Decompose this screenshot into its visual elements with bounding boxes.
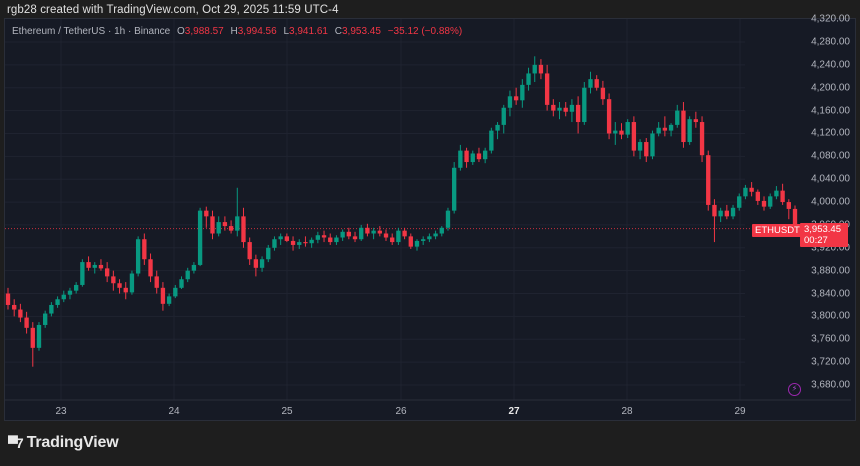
price-axis-label: 3,680.00 <box>811 379 850 391</box>
time-axis-label: 25 <box>281 406 293 417</box>
price-axis-label: 3,840.00 <box>811 288 850 300</box>
tradingview-brand: ▀7 TradingView <box>8 434 119 452</box>
time-axis-label: 26 <box>395 406 407 417</box>
price-axis-label: 3,720.00 <box>811 356 850 368</box>
legend-high-value: 3,994.56 <box>237 26 277 37</box>
lightning-icon[interactable]: ⚡ <box>788 383 801 396</box>
price-axis-label: 4,080.00 <box>811 150 850 162</box>
legend-open-value: 3,988.57 <box>184 26 224 37</box>
price-axis-label: 4,040.00 <box>811 173 850 185</box>
price-axis-label: 4,000.00 <box>811 196 850 208</box>
legend-high-label: H <box>230 26 238 37</box>
legend-low-label: L <box>283 26 290 37</box>
legend-open-label: O <box>177 26 185 37</box>
price-axis-label: 4,240.00 <box>811 59 850 71</box>
legend-change: −35.12 (−0.88%) <box>387 26 463 37</box>
bar-countdown: 00:27 <box>804 235 828 246</box>
price-axis-label: 4,200.00 <box>811 82 850 94</box>
time-axis-label: 29 <box>734 406 746 417</box>
price-axis-label: 4,160.00 <box>811 105 850 117</box>
price-axis-label: 4,280.00 <box>811 36 850 48</box>
time-axis-label: 24 <box>168 406 180 417</box>
chart-credit: rgb28 created with TradingView.com, Oct … <box>7 4 339 16</box>
time-axis-label: 28 <box>621 406 633 417</box>
symbol-price-tag: ETHUSDT <box>752 224 803 237</box>
brand-name: TradingView <box>26 434 119 451</box>
time-axis-label: 27 <box>508 406 520 417</box>
legend-close-value: 3,953.45 <box>341 26 381 37</box>
price-axis-label: 4,120.00 <box>811 127 850 139</box>
price-axis-label: 3,880.00 <box>811 265 850 277</box>
legend-low-value: 3,941.61 <box>289 26 328 37</box>
legend-symbol[interactable]: Ethereum / TetherUS · 1h · Binance <box>12 26 171 37</box>
last-price-tag: 3,953.45 00:27 <box>800 223 848 247</box>
ohlc-legend: Ethereum / TetherUS · 1h · Binance O3,98… <box>12 26 462 37</box>
tradingview-logo-icon: ▀7 <box>8 435 24 451</box>
last-price-value: 3,953.45 <box>804 224 841 235</box>
price-axis-label: 4,320.00 <box>811 13 850 25</box>
price-axis-label: 3,800.00 <box>811 310 850 322</box>
legend-close-label: C <box>334 26 342 37</box>
time-axis-label: 23 <box>55 406 67 417</box>
price-axis-label: 3,760.00 <box>811 333 850 345</box>
price-axis-label: 3,920.00 <box>811 242 850 254</box>
